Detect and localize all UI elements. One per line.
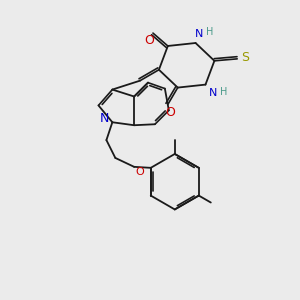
Text: O: O (165, 106, 175, 119)
Text: S: S (241, 51, 249, 64)
Text: O: O (136, 167, 145, 177)
Text: H: H (220, 86, 227, 97)
Text: H: H (206, 27, 213, 37)
Text: N: N (209, 88, 218, 98)
Text: N: N (195, 29, 204, 39)
Text: N: N (100, 112, 109, 125)
Text: O: O (144, 34, 154, 46)
